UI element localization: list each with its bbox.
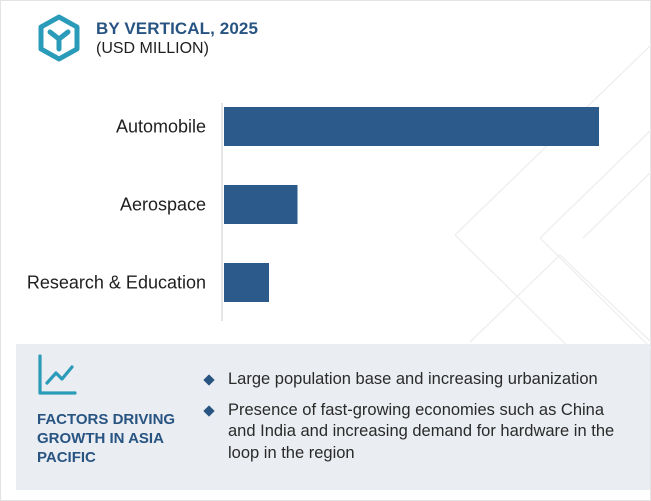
chart-subtitle: (USD MILLION) bbox=[96, 40, 209, 57]
hexagon-logo-icon bbox=[38, 14, 80, 62]
chart-title: BY VERTICAL, 2025 bbox=[96, 19, 258, 38]
factor-item: Presence of fast-growing economies such … bbox=[202, 400, 622, 465]
category-label: Automobile bbox=[116, 117, 206, 137]
trend-line-icon bbox=[38, 354, 77, 395]
factor-text: Presence of fast-growing economies such … bbox=[228, 400, 615, 462]
diamond-bullet-icon bbox=[203, 374, 215, 386]
category-label: Aerospace bbox=[120, 195, 206, 215]
factors-heading: FACTORS DRIVING GROWTH IN ASIA PACIFIC bbox=[37, 411, 176, 466]
bar-research-education bbox=[224, 263, 269, 302]
category-label: Research & Education bbox=[27, 273, 206, 293]
diamond-bullet-icon bbox=[203, 404, 215, 417]
factors-list: Large population base and increasing urb… bbox=[202, 369, 622, 464]
bar-automobile bbox=[224, 107, 599, 146]
factor-item: Large population base and increasing urb… bbox=[202, 369, 622, 391]
factor-text: Large population base and increasing urb… bbox=[228, 370, 598, 388]
growth-factors-panel: FACTORS DRIVING GROWTH IN ASIA PACIFIC L… bbox=[16, 344, 650, 490]
vertical-bar-chart: Automobile Aerospace Research & Education bbox=[27, 103, 599, 321]
bar-aerospace bbox=[224, 185, 298, 224]
